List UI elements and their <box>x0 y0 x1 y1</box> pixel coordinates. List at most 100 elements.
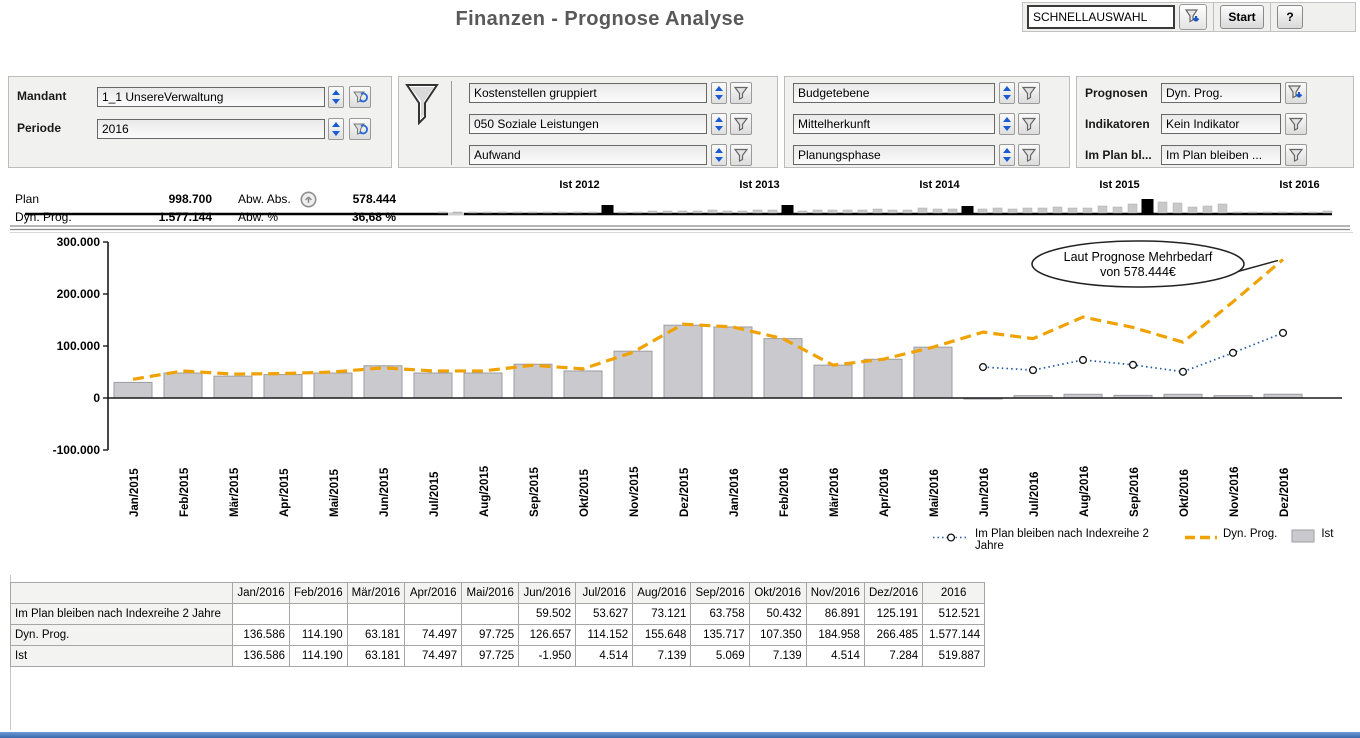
implan-filter-button[interactable] <box>1285 144 1307 166</box>
svg-text:Ist 2012: Ist 2012 <box>559 179 599 191</box>
mandant-spinner[interactable] <box>328 86 344 108</box>
table-cell: 135.717 <box>690 624 750 646</box>
column-header: Jul/2016 <box>575 582 634 604</box>
aufwand-input[interactable] <box>469 145 707 165</box>
table-cell: 5.069 <box>690 645 750 667</box>
table-cell: 4.514 <box>805 645 865 667</box>
implan-input[interactable] <box>1161 145 1281 165</box>
budget-panel <box>784 76 1070 168</box>
start-button[interactable]: Start <box>1220 5 1264 29</box>
aufwand-filter-button[interactable] <box>730 144 752 166</box>
implan-label: Im Plan bl... <box>1085 148 1152 162</box>
table-cell: 136.586 <box>232 645 290 667</box>
prognosen-filter-button[interactable] <box>1285 82 1307 104</box>
column-header: Okt/2016 <box>748 582 807 604</box>
table-cell: 184.958 <box>805 624 865 646</box>
column-header: Jun/2016 <box>518 582 577 604</box>
table-cell: 86.891 <box>805 603 865 625</box>
kostenstellen-input[interactable] <box>469 83 707 103</box>
funnel-icon <box>733 86 749 100</box>
dashed-line-marker-icon <box>1185 535 1217 540</box>
svg-text:Jul/2016: Jul/2016 <box>1029 472 1041 517</box>
column-header: Mär/2016 <box>346 582 406 604</box>
planungsphase-spinner[interactable] <box>999 144 1015 166</box>
aufwand-spinner[interactable] <box>711 144 727 166</box>
mittelherkunft-input[interactable] <box>793 114 995 134</box>
funnel-icon <box>733 117 749 131</box>
abw-abs-label: Abw. Abs. <box>238 192 291 206</box>
kostenstellen-filter-button[interactable] <box>730 82 752 104</box>
svg-text:Jun/2015: Jun/2015 <box>379 467 391 517</box>
table-cell: 63.758 <box>690 603 750 625</box>
spinner-up-down-icon <box>1003 117 1011 131</box>
svg-text:0: 0 <box>93 391 100 405</box>
soziale-leistungen-filter-button[interactable] <box>730 113 752 135</box>
row-label: Ist <box>10 645 233 667</box>
svg-text:Laut Prognose Mehrbedarf: Laut Prognose Mehrbedarf <box>1064 250 1213 264</box>
quick-select-filter-button[interactable] <box>1179 4 1207 30</box>
table-cell: 1.577.144 <box>922 624 986 646</box>
quick-select-input[interactable] <box>1027 5 1175 29</box>
table-cell: 155.648 <box>632 624 692 646</box>
table-cell: 59.502 <box>518 603 577 625</box>
planungsphase-input[interactable] <box>793 145 995 165</box>
table-cell: 136.586 <box>232 624 290 646</box>
prognose-panel: Prognosen Indikatoren Im Plan bl... <box>1076 76 1354 168</box>
table-cell: 107.350 <box>748 624 807 646</box>
page-title: Finanzen - Prognose Analyse <box>455 8 745 30</box>
mittelherkunft-filter-button[interactable] <box>1018 113 1040 135</box>
row-label: Im Plan bleiben nach Indexreihe 2 Jahre <box>10 603 233 625</box>
table-cell: 114.190 <box>289 624 348 646</box>
spinner-up-down-icon <box>1003 86 1011 100</box>
mittelherkunft-spinner[interactable] <box>999 113 1015 135</box>
spinner-up-down-icon <box>332 122 340 136</box>
column-header: 2016 <box>922 582 986 604</box>
table-cell: 74.497 <box>404 624 463 646</box>
svg-text:Nov/2015: Nov/2015 <box>629 466 641 517</box>
table-cell: 53.627 <box>575 603 634 625</box>
column-header: Sep/2016 <box>690 582 750 604</box>
divider <box>451 81 452 165</box>
table-cell: 73.121 <box>632 603 692 625</box>
svg-text:300.000: 300.000 <box>57 235 101 249</box>
soziale-leistungen-spinner[interactable] <box>711 113 727 135</box>
budgetebene-input[interactable] <box>793 83 995 103</box>
table-cell: 63.181 <box>346 624 406 646</box>
periode-input[interactable] <box>97 119 325 139</box>
table-cell: 126.657 <box>518 624 577 646</box>
spinner-up-down-icon <box>332 90 340 104</box>
svg-text:Jun/2016: Jun/2016 <box>979 468 991 517</box>
table-cell: 7.139 <box>632 645 692 667</box>
planungsphase-filter-button[interactable] <box>1018 144 1040 166</box>
svg-text:Okt/2016: Okt/2016 <box>1179 469 1191 517</box>
svg-text:Okt/2015: Okt/2015 <box>579 468 591 517</box>
help-button[interactable]: ? <box>1277 5 1303 29</box>
abw-abs-value: 578.444 <box>352 192 396 206</box>
soziale-leistungen-input[interactable] <box>469 114 707 134</box>
svg-text:Jul/2015: Jul/2015 <box>429 471 441 517</box>
spinner-up-down-icon <box>1003 148 1011 162</box>
funnel-icon <box>1288 117 1304 131</box>
legend-item-ist: Ist <box>1291 528 1333 543</box>
svg-text:Nov/2016: Nov/2016 <box>1229 466 1241 517</box>
svg-text:Mai/2015: Mai/2015 <box>329 468 341 517</box>
table-cell <box>346 603 406 625</box>
table-cell: 97.725 <box>461 624 520 646</box>
indikatoren-input[interactable] <box>1161 114 1281 134</box>
prognosen-input[interactable] <box>1161 83 1281 103</box>
indikatoren-filter-button[interactable] <box>1285 113 1307 135</box>
kostenstellen-spinner[interactable] <box>711 82 727 104</box>
timeline-range-selector[interactable]: Ist 2012 Ist 2013 Ist 2014 Ist 2015 Ist 2016 <box>10 174 1350 232</box>
mandant-input[interactable] <box>97 87 325 107</box>
periode-spinner[interactable] <box>328 118 344 140</box>
table-cell: 7.139 <box>748 645 807 667</box>
table-row: Dyn. Prog. 136.586 114.190 63.181 74.497 97.7… <box>10 624 986 646</box>
svg-text:100.000: 100.000 <box>57 339 101 353</box>
budgetebene-spinner[interactable] <box>999 82 1015 104</box>
budgetebene-filter-button[interactable] <box>1018 82 1040 104</box>
mandant-reset-button[interactable] <box>349 86 371 108</box>
table-cell: 50.432 <box>748 603 807 625</box>
periode-reset-button[interactable] <box>349 118 371 140</box>
table-row: Im Plan bleiben nach Indexreihe 2 Jahre 5… <box>10 603 986 625</box>
